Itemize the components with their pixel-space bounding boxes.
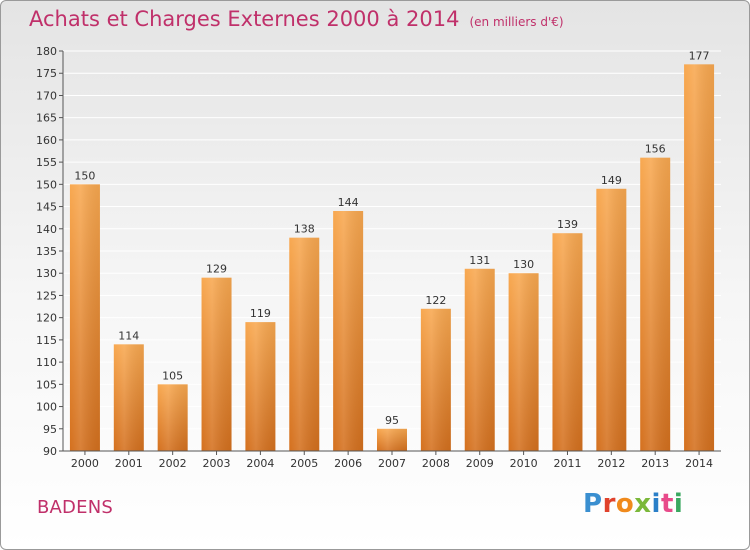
bar-value-label: 129 — [206, 263, 227, 276]
bar-shine — [684, 64, 715, 452]
y-tick-label: 140 — [36, 223, 57, 236]
bars-layer: 150 114 105 129 119 138 144 95 122 131 130 139 149 15… — [69, 49, 715, 452]
y-tick-label: 175 — [36, 67, 57, 80]
axis-layer: 90 95 100 105 110 115 120 125 130 135 140 145 150 155… — [36, 45, 721, 470]
bar-shine — [464, 268, 495, 451]
bar-shine — [333, 211, 364, 451]
y-tick-label: 170 — [36, 89, 57, 102]
x-tick-label: 2012 — [597, 457, 625, 470]
x-tick-label: 2013 — [641, 457, 669, 470]
x-tick-label: 2011 — [553, 457, 581, 470]
x-tick-label: 2002 — [159, 457, 187, 470]
y-tick-label: 130 — [36, 267, 57, 280]
bar-shine — [113, 344, 144, 451]
x-tick-label: 2005 — [290, 457, 318, 470]
bar-shine — [377, 428, 407, 451]
x-tick-label: 2000 — [71, 457, 99, 470]
bar-value-label: 95 — [385, 414, 399, 427]
x-tick-label: 2010 — [510, 457, 538, 470]
bar-shine — [508, 273, 539, 451]
bar-value-label: 138 — [294, 223, 315, 236]
bar-value-label: 131 — [469, 254, 490, 267]
bar-value-label: 150 — [74, 169, 95, 182]
bar-shine — [201, 277, 232, 451]
bar-shine — [289, 237, 320, 451]
bar-value-label: 156 — [645, 143, 666, 156]
chart-title-text: Achats et Charges Externes 2000 à 2014 — [29, 7, 460, 31]
bar-shine — [157, 384, 188, 451]
x-tick-label: 2014 — [685, 457, 713, 470]
bar-shine — [552, 233, 583, 451]
y-tick-label: 165 — [36, 112, 57, 125]
x-tick-label: 2006 — [334, 457, 362, 470]
y-tick-label: 135 — [36, 245, 57, 258]
y-tick-label: 105 — [36, 378, 57, 391]
bar-value-label: 144 — [338, 196, 359, 209]
y-tick-label: 110 — [36, 356, 57, 369]
y-tick-label: 125 — [36, 289, 57, 302]
bar-value-label: 122 — [425, 294, 446, 307]
place-name: BADENS — [37, 497, 113, 518]
y-tick-label: 90 — [43, 445, 57, 458]
bar-value-label: 139 — [557, 218, 578, 231]
x-tick-label: 2007 — [378, 457, 406, 470]
y-tick-label: 115 — [36, 334, 57, 347]
y-tick-label: 100 — [36, 401, 57, 414]
bar-shine — [420, 308, 451, 451]
y-tick-label: 120 — [36, 312, 57, 325]
bar-shine — [69, 184, 100, 452]
bar-value-label: 105 — [162, 369, 183, 382]
bar-value-label: 149 — [601, 174, 622, 187]
y-tick-label: 150 — [36, 178, 57, 191]
bar-value-label: 177 — [689, 49, 710, 62]
chart-unit: (en milliers d'€) — [469, 15, 564, 29]
x-tick-label: 2009 — [466, 457, 494, 470]
chart-title: Achats et Charges Externes 2000 à 2014 (e… — [29, 7, 564, 31]
y-tick-label: 145 — [36, 201, 57, 214]
bar-value-label: 119 — [250, 307, 271, 320]
bar-shine — [245, 322, 276, 451]
proxiti-logo: Proxiti — [583, 489, 684, 519]
y-tick-label: 180 — [36, 45, 57, 58]
y-tick-label: 95 — [43, 423, 57, 436]
y-tick-label: 160 — [36, 134, 57, 147]
bar-value-label: 130 — [513, 258, 534, 271]
x-tick-label: 2008 — [422, 457, 450, 470]
x-tick-label: 2001 — [115, 457, 143, 470]
x-tick-label: 2004 — [246, 457, 274, 470]
bar-value-label: 114 — [118, 329, 139, 342]
x-tick-label: 2003 — [203, 457, 231, 470]
bar-shine — [596, 188, 627, 451]
y-tick-label: 155 — [36, 156, 57, 169]
bar-shine — [640, 157, 671, 451]
